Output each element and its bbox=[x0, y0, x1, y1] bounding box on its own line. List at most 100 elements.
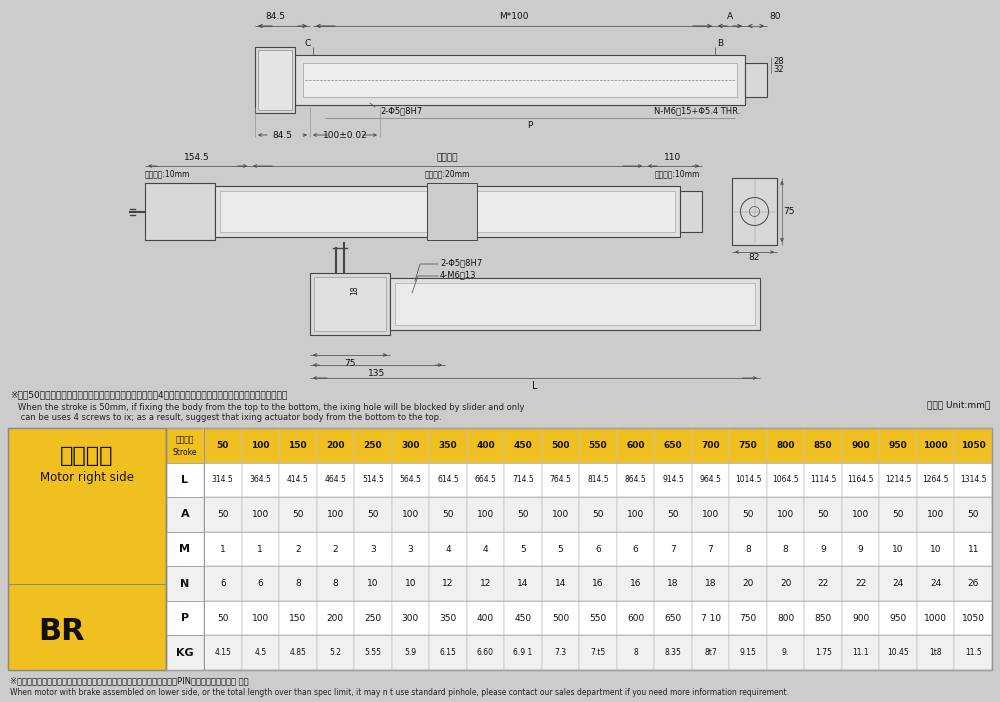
Bar bbox=[392, 567, 429, 601]
Bar bbox=[166, 428, 204, 463]
Bar bbox=[429, 497, 467, 531]
Bar bbox=[579, 428, 617, 463]
Text: 914.5: 914.5 bbox=[662, 475, 684, 484]
Bar bbox=[354, 635, 392, 670]
Bar bbox=[617, 531, 654, 567]
Text: 700: 700 bbox=[701, 441, 720, 450]
Text: 1.75: 1.75 bbox=[815, 648, 832, 657]
Bar bbox=[654, 463, 692, 497]
Bar bbox=[467, 635, 504, 670]
Bar bbox=[617, 635, 654, 670]
Bar bbox=[917, 635, 954, 670]
Text: 900: 900 bbox=[851, 441, 870, 450]
Bar bbox=[279, 497, 317, 531]
Bar bbox=[767, 463, 804, 497]
Text: 100: 100 bbox=[477, 510, 494, 519]
Text: 350: 350 bbox=[439, 614, 457, 623]
Text: 84.5: 84.5 bbox=[272, 131, 292, 140]
Bar bbox=[317, 428, 354, 463]
Text: 400: 400 bbox=[477, 614, 494, 623]
Text: 964.5: 964.5 bbox=[700, 475, 722, 484]
Text: N-M6深15+Φ5.4 THR.: N-M6深15+Φ5.4 THR. bbox=[654, 107, 740, 116]
Text: 9.15: 9.15 bbox=[740, 648, 757, 657]
Text: 850: 850 bbox=[815, 614, 832, 623]
Text: 4.5: 4.5 bbox=[254, 648, 266, 657]
Bar bbox=[429, 635, 467, 670]
Text: 550: 550 bbox=[589, 441, 607, 450]
Text: 600: 600 bbox=[627, 614, 644, 623]
Bar bbox=[954, 463, 992, 497]
Bar bbox=[392, 635, 429, 670]
Bar bbox=[354, 531, 392, 567]
Text: 有效行程: 有效行程 bbox=[176, 436, 194, 444]
Bar bbox=[429, 428, 467, 463]
Text: 300: 300 bbox=[401, 441, 420, 450]
Bar bbox=[429, 463, 467, 497]
Text: 100: 100 bbox=[702, 510, 719, 519]
Text: 84.5: 84.5 bbox=[265, 12, 285, 21]
Text: 800: 800 bbox=[776, 441, 795, 450]
Bar bbox=[166, 531, 992, 567]
Text: 馬達右折: 馬達右折 bbox=[60, 446, 114, 466]
Bar bbox=[745, 63, 767, 97]
Text: 100: 100 bbox=[852, 510, 869, 519]
Text: M: M bbox=[180, 544, 190, 554]
Text: 10: 10 bbox=[930, 545, 941, 553]
Bar bbox=[692, 531, 729, 567]
Text: 50: 50 bbox=[592, 510, 604, 519]
Text: 8: 8 bbox=[783, 545, 788, 553]
Text: 6: 6 bbox=[633, 545, 638, 553]
Text: 800: 800 bbox=[777, 614, 794, 623]
Bar bbox=[692, 497, 729, 531]
Text: 364.5: 364.5 bbox=[249, 475, 271, 484]
Bar bbox=[542, 635, 579, 670]
Text: 5: 5 bbox=[558, 545, 563, 553]
Bar bbox=[842, 635, 879, 670]
Text: Stroke: Stroke bbox=[173, 449, 197, 458]
Text: 50: 50 bbox=[292, 510, 304, 519]
Text: 135: 135 bbox=[368, 369, 386, 378]
Text: 1014.5: 1014.5 bbox=[735, 475, 761, 484]
Bar bbox=[166, 635, 204, 670]
Bar bbox=[654, 635, 692, 670]
Text: 滑塊間距:20mm: 滑塊間距:20mm bbox=[424, 169, 470, 178]
Bar bbox=[767, 635, 804, 670]
Bar bbox=[917, 601, 954, 635]
Text: （單位 Unit:mm）: （單位 Unit:mm） bbox=[927, 400, 990, 409]
Bar bbox=[579, 567, 617, 601]
Text: P: P bbox=[527, 121, 533, 129]
Text: 22: 22 bbox=[818, 579, 829, 588]
Bar bbox=[917, 463, 954, 497]
Bar bbox=[314, 277, 386, 331]
Bar bbox=[166, 463, 992, 497]
Bar bbox=[542, 601, 579, 635]
Bar bbox=[354, 428, 392, 463]
Text: 450: 450 bbox=[514, 441, 532, 450]
Bar bbox=[204, 635, 242, 670]
Bar bbox=[392, 497, 429, 531]
Text: 900: 900 bbox=[852, 614, 869, 623]
Bar bbox=[767, 567, 804, 601]
Bar bbox=[692, 601, 729, 635]
Bar bbox=[954, 635, 992, 670]
Bar bbox=[204, 463, 242, 497]
Text: 100: 100 bbox=[627, 510, 644, 519]
Text: 7: 7 bbox=[670, 545, 676, 553]
Text: 8.35: 8.35 bbox=[665, 648, 681, 657]
Text: 100±0.02: 100±0.02 bbox=[323, 131, 367, 140]
Text: 7 10: 7 10 bbox=[701, 614, 721, 623]
Bar bbox=[842, 428, 879, 463]
Text: 500: 500 bbox=[551, 441, 570, 450]
Bar bbox=[504, 567, 542, 601]
Bar bbox=[842, 531, 879, 567]
Text: 20: 20 bbox=[742, 579, 754, 588]
Bar bbox=[8, 428, 166, 670]
Text: 450: 450 bbox=[514, 614, 532, 623]
Text: 2: 2 bbox=[295, 545, 301, 553]
Text: 8: 8 bbox=[332, 579, 338, 588]
Text: M*100: M*100 bbox=[499, 12, 529, 21]
Text: 20: 20 bbox=[780, 579, 791, 588]
Text: 4: 4 bbox=[445, 545, 451, 553]
Bar bbox=[392, 463, 429, 497]
Text: 100: 100 bbox=[552, 510, 569, 519]
